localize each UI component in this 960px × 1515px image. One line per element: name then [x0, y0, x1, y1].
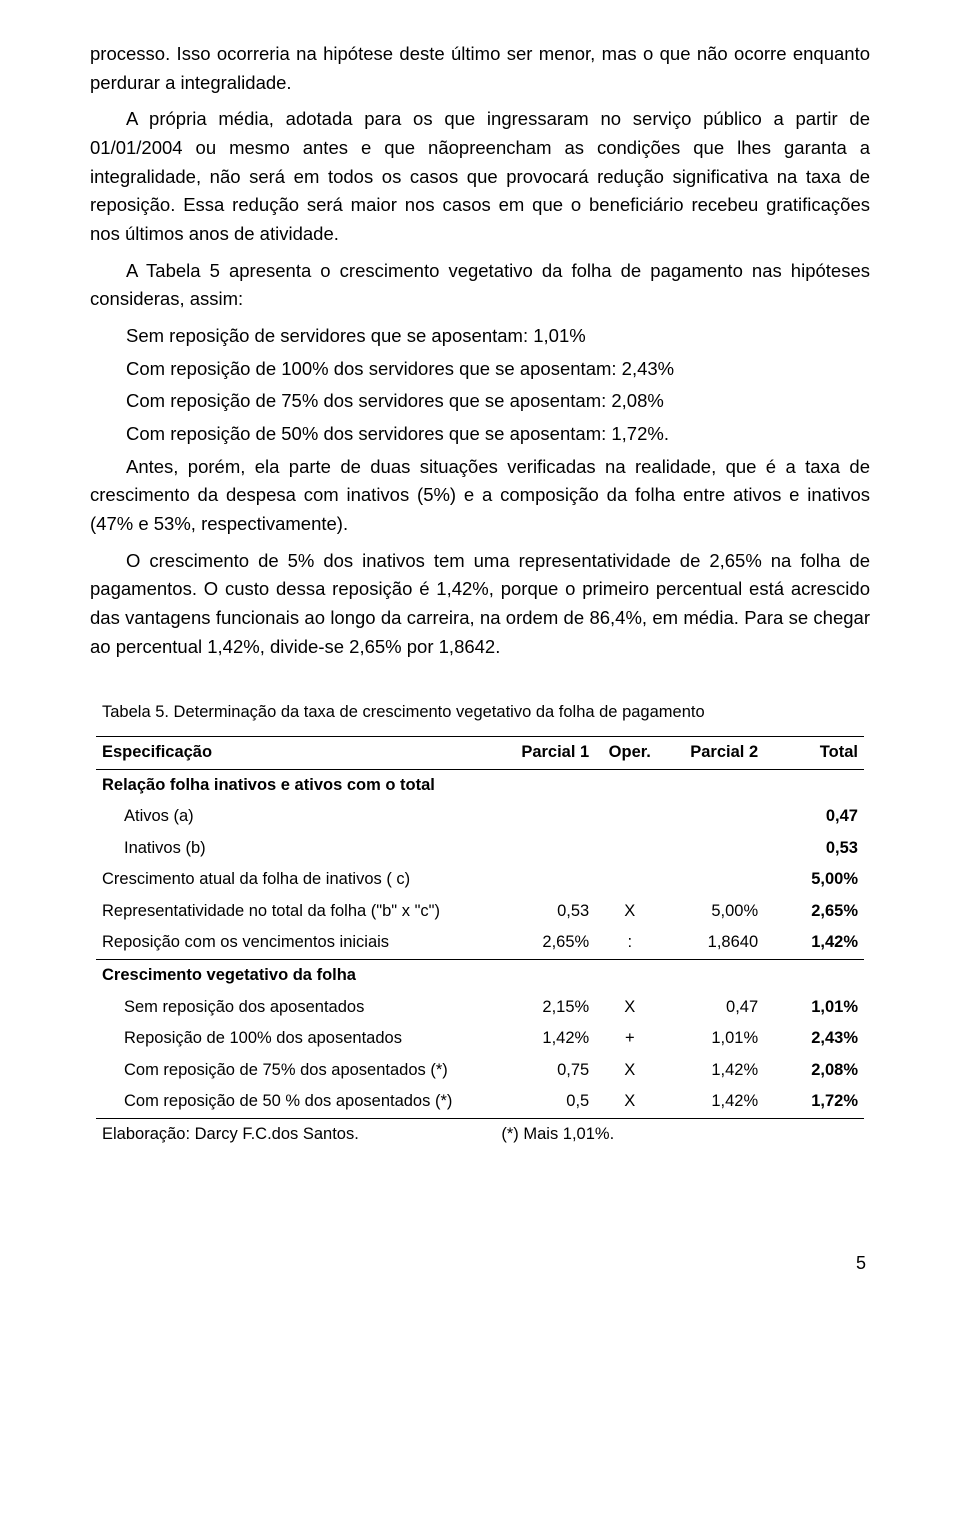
row-label: Inativos (b) [96, 833, 495, 865]
section-label: Relação folha inativos e ativos com o to… [96, 769, 864, 801]
table-row: Com reposição de 50 % dos aposentados (*… [96, 1086, 864, 1118]
table-section-row: Relação folha inativos e ativos com o to… [96, 769, 864, 801]
row-p2: 1,42% [664, 1086, 764, 1118]
col-header: Total [764, 737, 864, 770]
row-label: Reposição com os vencimentos iniciais [96, 927, 495, 959]
list-item: Com reposição de 100% dos servidores que… [90, 355, 870, 384]
col-header: Parcial 2 [664, 737, 764, 770]
row-p1: 2,15% [495, 992, 595, 1024]
table-row: Com reposição de 75% dos aposentados (*)… [96, 1055, 864, 1087]
row-total: 1,01% [764, 992, 864, 1024]
row-label: Com reposição de 75% dos aposentados (*) [96, 1055, 495, 1087]
row-label: Ativos (a) [96, 801, 495, 833]
row-p2: 1,01% [664, 1023, 764, 1055]
row-p1: 1,42% [495, 1023, 595, 1055]
row-op: : [595, 927, 664, 959]
table-row: Representatividade no total da folha ("b… [96, 896, 864, 928]
row-total: 2,43% [764, 1023, 864, 1055]
row-p2: 1,8640 [664, 927, 764, 959]
row-label: Com reposição de 50 % dos aposentados (*… [96, 1086, 495, 1118]
list-item: Com reposição de 50% dos servidores que … [90, 420, 870, 449]
row-p1: 2,65% [495, 927, 595, 959]
row-label: Representatividade no total da folha ("b… [96, 896, 495, 928]
footer-note: (*) Mais 1,01%. [495, 1118, 664, 1150]
row-p2: 0,47 [664, 992, 764, 1024]
row-total: 5,00% [764, 864, 864, 896]
list-item: Com reposição de 75% dos servidores que … [90, 387, 870, 416]
row-p2: 5,00% [664, 896, 764, 928]
table-row: Reposição de 100% dos aposentados 1,42% … [96, 1023, 864, 1055]
footer-label: Elaboração: Darcy F.C.dos Santos. [96, 1118, 495, 1150]
col-header: Parcial 1 [495, 737, 595, 770]
paragraph: A própria média, adotada para os que ing… [90, 105, 870, 248]
table-row: Reposição com os vencimentos iniciais 2,… [96, 927, 864, 959]
row-op: + [595, 1023, 664, 1055]
row-op: X [595, 992, 664, 1024]
row-label: Sem reposição dos aposentados [96, 992, 495, 1024]
row-p1: 0,75 [495, 1055, 595, 1087]
table-title-row: Tabela 5. Determinação da taxa de cresci… [96, 697, 864, 736]
row-label: Reposição de 100% dos aposentados [96, 1023, 495, 1055]
page-number: 5 [90, 1250, 870, 1278]
section-label: Crescimento vegetativo da folha [96, 959, 864, 991]
row-total: 2,08% [764, 1055, 864, 1087]
paragraph: Antes, porém, ela parte de duas situaçõe… [90, 453, 870, 539]
table-row: Sem reposição dos aposentados 2,15% X 0,… [96, 992, 864, 1024]
paragraph-continuation: processo. Isso ocorreria na hipótese des… [90, 40, 870, 97]
table-row: Crescimento atual da folha de inativos (… [96, 864, 864, 896]
col-header: Oper. [595, 737, 664, 770]
row-op: X [595, 1086, 664, 1118]
row-op: X [595, 1055, 664, 1087]
table-row: Ativos (a) 0,47 [96, 801, 864, 833]
table-footer-row: Elaboração: Darcy F.C.dos Santos. (*) Ma… [96, 1118, 864, 1150]
row-p1: 0,53 [495, 896, 595, 928]
table: Tabela 5. Determinação da taxa de cresci… [96, 697, 864, 1150]
table-row: Inativos (b) 0,53 [96, 833, 864, 865]
table-header-row: Especificação Parcial 1 Oper. Parcial 2 … [96, 737, 864, 770]
row-total: 1,42% [764, 927, 864, 959]
row-p1: 0,5 [495, 1086, 595, 1118]
paragraph: O crescimento de 5% dos inativos tem uma… [90, 547, 870, 662]
col-header: Especificação [96, 737, 495, 770]
row-total: 0,47 [764, 801, 864, 833]
table-5: Tabela 5. Determinação da taxa de cresci… [90, 697, 870, 1150]
table-title: Tabela 5. Determinação da taxa de cresci… [96, 697, 864, 736]
row-total: 0,53 [764, 833, 864, 865]
row-label: Crescimento atual da folha de inativos (… [96, 864, 495, 896]
row-total: 1,72% [764, 1086, 864, 1118]
table-section-row: Crescimento vegetativo da folha [96, 959, 864, 991]
row-p2: 1,42% [664, 1055, 764, 1087]
row-total: 2,65% [764, 896, 864, 928]
paragraph: A Tabela 5 apresenta o crescimento veget… [90, 257, 870, 314]
list-item: Sem reposição de servidores que se apose… [90, 322, 870, 351]
row-op: X [595, 896, 664, 928]
